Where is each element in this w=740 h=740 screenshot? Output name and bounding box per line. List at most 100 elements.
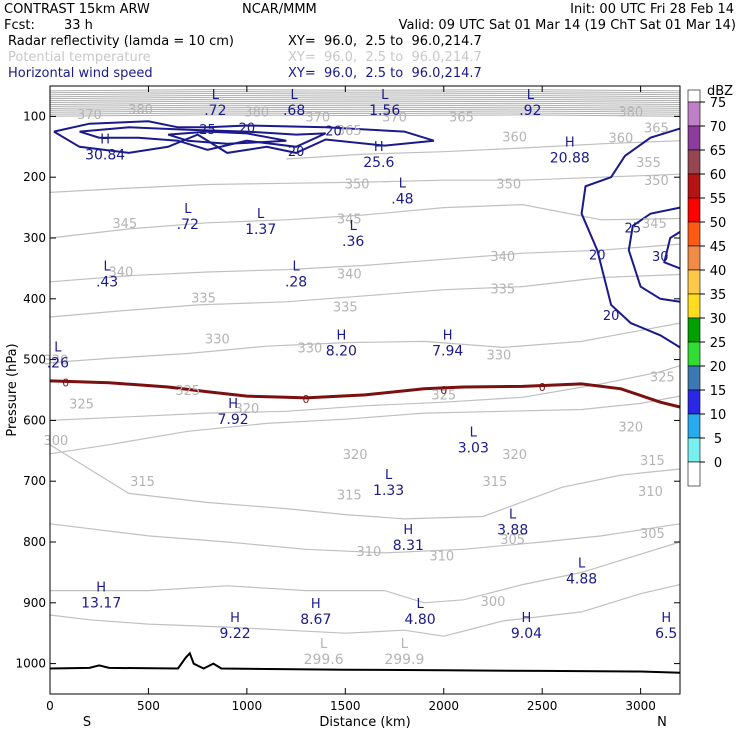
theta-contour (49, 173, 681, 193)
init-time: Init: 00 UTC Fri 28 Feb 14 (570, 2, 734, 17)
theta-label: 380 (128, 103, 153, 118)
extremum-value: .72 (177, 217, 199, 233)
wind-contour (627, 206, 681, 303)
y-tick-label: 400 (23, 292, 46, 306)
theta-label: 300 (481, 595, 506, 610)
extremum-type: H (661, 611, 671, 626)
extremum-type: L (54, 341, 62, 356)
theta-label: 365 (449, 110, 474, 125)
theta-label: 355 (636, 156, 661, 171)
extremum-type: L (291, 88, 299, 103)
wind-contour (167, 130, 287, 145)
extremum-type: H (336, 328, 346, 343)
colorbar-swatch (687, 317, 701, 343)
theta-label: 315 (640, 454, 665, 469)
fcst-hours: 33 h (64, 18, 93, 33)
extremum-value: 25.6 (363, 155, 394, 171)
wind-speed-contours (53, 120, 681, 349)
plot-frame (49, 85, 681, 695)
extremum-type: L (509, 508, 517, 523)
x-tick-label: 1500 (330, 699, 361, 713)
extremum-type: L (103, 260, 111, 275)
extremum-value: 9.04 (511, 626, 542, 642)
theta-label: 330 (486, 349, 511, 364)
extremum-type: L (292, 260, 300, 275)
stratosphere-theta-line (49, 92, 681, 96)
theta-label: 320 (234, 402, 259, 417)
extremum-value: 8.67 (300, 612, 331, 628)
stratosphere-theta-line (49, 102, 681, 105)
colorbar-swatch (687, 125, 701, 151)
extremum-type: H (443, 328, 453, 343)
colorbar-swatch (687, 461, 701, 487)
extremum-value: 1.56 (369, 103, 400, 119)
colorbar-label: 40 (710, 264, 727, 279)
theta-label: 315 (130, 475, 155, 490)
theta-contour (49, 365, 681, 421)
extremum-value: 7.92 (218, 412, 249, 428)
theta-label: 305 (640, 527, 665, 542)
y-tick-label: 300 (23, 231, 46, 245)
theta-label: 330 (297, 341, 322, 356)
extremum-type: L (385, 468, 393, 483)
colorbar-label: 25 (710, 336, 727, 351)
x-tick-label: 1000 (232, 699, 263, 713)
extremum-value: 1.37 (245, 222, 276, 238)
stratosphere-theta-line (49, 110, 681, 113)
extremum-value: .43 (96, 275, 118, 291)
stratosphere-theta-line (49, 114, 681, 117)
colorbar-label: 70 (710, 120, 727, 135)
extremum-value: .72 (204, 103, 226, 119)
extremum-value: 6.5 (655, 626, 677, 642)
colorbar-swatch (687, 341, 701, 367)
stratosphere-theta-line (49, 98, 681, 102)
stratosphere-theta-line (49, 91, 681, 94)
extremum-value: 4.80 (405, 612, 436, 628)
extremum-value: 8.31 (393, 538, 424, 554)
theta-label: 330 (205, 332, 230, 347)
theta-label: 315 (483, 475, 508, 490)
extremum-type: H (230, 611, 240, 626)
theta-label: 340 (337, 267, 362, 282)
x-tick-label: 0 (46, 699, 54, 713)
extremum-value: .68 (283, 103, 305, 119)
extremum-value: 3.88 (497, 523, 528, 539)
x-tick-label: 500 (137, 699, 160, 713)
theta-label: 325 (650, 371, 675, 386)
colorbar-unit: dBZ (707, 84, 733, 99)
wind-contour (663, 231, 681, 270)
extremum-type: L (350, 219, 358, 234)
colorbar-label: 35 (710, 288, 727, 303)
extremum-value: .48 (391, 191, 413, 207)
theta-label: 380 (244, 106, 269, 121)
colorbar-label: 50 (710, 216, 727, 231)
extremum-value: .28 (285, 275, 307, 291)
extremum-value: 299.9 (384, 652, 424, 668)
theta-label: 340 (108, 265, 133, 280)
theta-contour (49, 203, 681, 239)
extremum-value: 1.33 (373, 483, 404, 499)
extremum-value: .36 (342, 234, 364, 250)
field-xy-theta: XY= 96.0, 2.5 to 96.0,214.7 (288, 50, 482, 65)
x-tick-label: 2500 (527, 699, 558, 713)
y-tick-label: 700 (23, 474, 46, 488)
colorbar-swatch (687, 197, 701, 223)
fcst-label: Fcst: (4, 18, 35, 33)
y-tick-label: 1000 (15, 657, 46, 671)
extremum-type: L (399, 176, 407, 191)
extremum-type: H (96, 581, 106, 596)
colorbar-swatch (687, 221, 701, 247)
extremum-value: .92 (519, 103, 541, 119)
colorbar-label: 60 (710, 168, 727, 183)
theta-contour (49, 273, 681, 318)
extremum-type: L (417, 597, 425, 612)
y-tick-label: 600 (23, 413, 46, 427)
freezing-level-line (49, 379, 681, 409)
theta-contours (49, 140, 681, 637)
theta-label: 360 (502, 130, 527, 145)
wind-contour (53, 120, 435, 154)
field-xy-wind: XY= 96.0, 2.5 to 96.0,214.7 (288, 66, 482, 81)
colorbar-label: 20 (710, 360, 727, 375)
theta-label: 320 (618, 420, 643, 435)
